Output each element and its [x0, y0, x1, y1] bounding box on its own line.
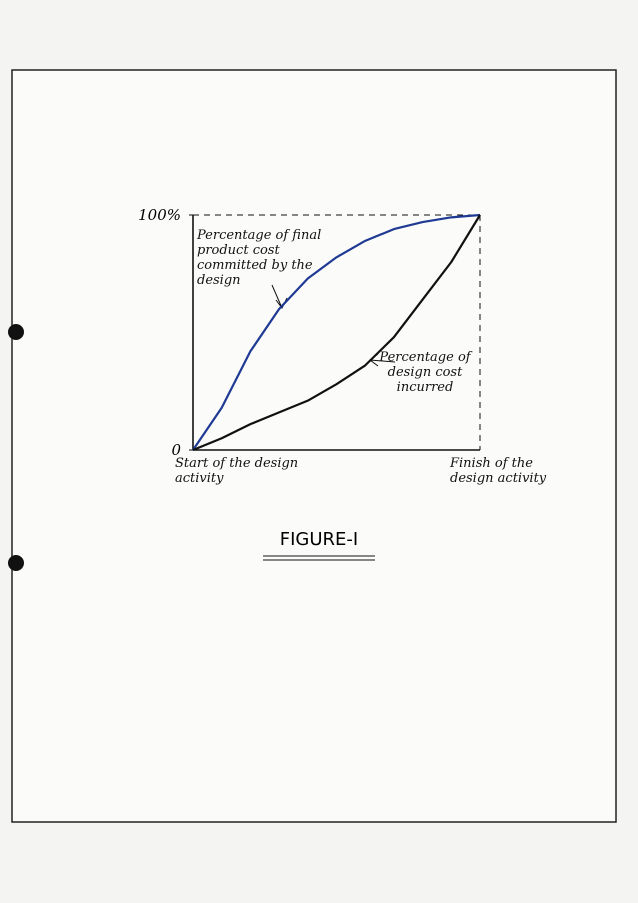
x-tick-label: Start of the design activity [175, 456, 299, 486]
annotation: Percentage of design cost incurred [379, 350, 471, 395]
y-tick-label: 100% [138, 206, 181, 224]
line [192, 213, 481, 451]
punch-hole [8, 324, 24, 340]
paper-border [11, 69, 617, 823]
x-tick-label: Finish of the design activity [450, 456, 547, 486]
punch-hole [8, 555, 24, 571]
annotation: Percentage of final product cost committ… [197, 228, 322, 288]
chart-title: FIGURE-I [280, 529, 358, 550]
line [192, 214, 481, 452]
y-tick-label: 0 [171, 441, 181, 459]
